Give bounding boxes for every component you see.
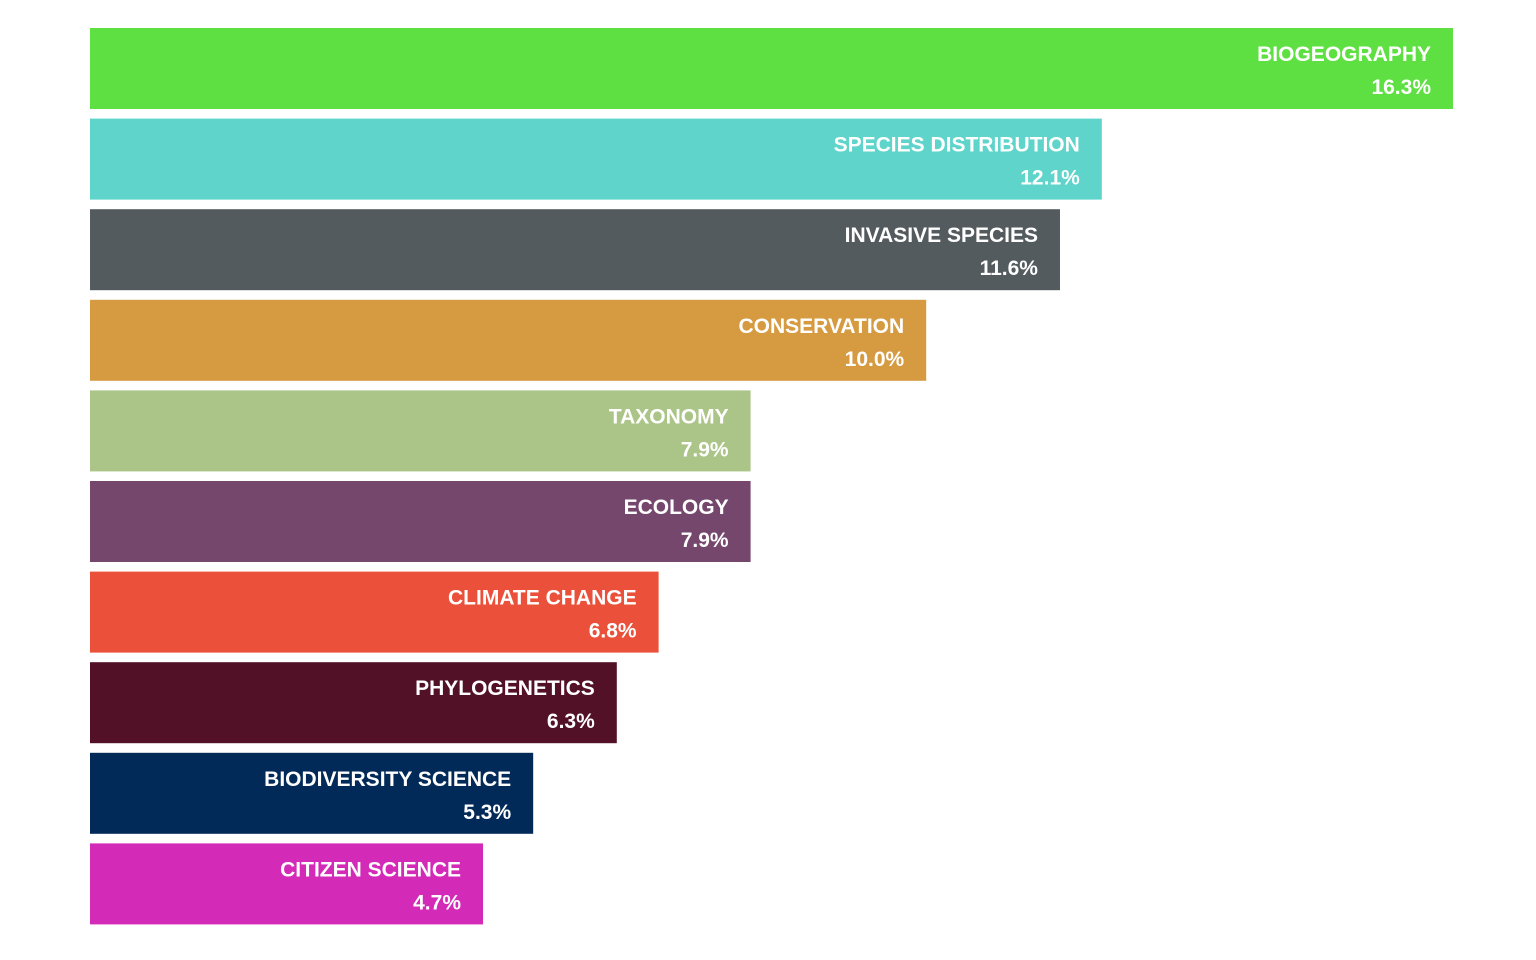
bar-category-label: CONSERVATION [739, 315, 905, 338]
bar-category-label: BIOGEOGRAPHY [1257, 43, 1431, 66]
bar-group-phylogenetics: PHYLOGENETICS 6.3% [90, 662, 617, 744]
bar-value-label: 6.3% [547, 710, 595, 733]
bar-category-label: INVASIVE SPECIES [845, 224, 1038, 247]
bar-species-distribution [90, 118, 1102, 200]
bar-category-label: BIODIVERSITY SCIENCE [264, 768, 511, 791]
bar-group-invasive-species: INVASIVE SPECIES 11.6% [90, 209, 1060, 291]
bar-phylogenetics [90, 662, 617, 744]
bar-value-label: 12.1% [1020, 167, 1080, 190]
bar-value-label: 5.3% [463, 801, 511, 824]
bar-value-label: 7.9% [681, 438, 729, 461]
bar-group-species-distribution: SPECIES DISTRIBUTION 12.1% [90, 118, 1102, 200]
bar-climate-change [90, 571, 659, 653]
bar-biogeography [90, 28, 1453, 109]
bar-category-label: ECOLOGY [624, 496, 729, 519]
bar-category-label: CLIMATE CHANGE [448, 587, 637, 610]
bar-value-label: 4.7% [413, 891, 461, 914]
bar-group-biogeography: BIOGEOGRAPHY 16.3% [90, 28, 1453, 109]
bar-citizen-science [90, 843, 484, 925]
bar-value-label: 10.0% [845, 348, 905, 371]
bar-group-citizen-science: CITIZEN SCIENCE 4.7% [90, 843, 484, 925]
bar-group-taxonomy: TAXONOMY 7.9% [90, 390, 751, 472]
bar-ecology [90, 481, 751, 562]
bar-category-label: CITIZEN SCIENCE [280, 858, 461, 881]
bar-group-ecology: ECOLOGY 7.9% [90, 481, 751, 562]
bar-group-conservation: CONSERVATION 10.0% [90, 299, 927, 381]
bar-category-label: SPECIES DISTRIBUTION [834, 134, 1080, 157]
bar-invasive-species [90, 209, 1060, 291]
bar-group-biodiversity-science: BIODIVERSITY SCIENCE 5.3% [90, 752, 534, 834]
bar-group-climate-change: CLIMATE CHANGE 6.8% [90, 571, 659, 653]
bar-value-label: 11.6% [980, 257, 1039, 280]
bar-value-label: 16.3% [1371, 76, 1431, 99]
bar-conservation [90, 299, 927, 381]
bar-value-label: 7.9% [681, 529, 729, 552]
bar-taxonomy [90, 390, 751, 472]
bar-category-label: TAXONOMY [609, 405, 729, 428]
bar-category-label: PHYLOGENETICS [415, 677, 595, 700]
bar-value-label: 6.8% [589, 620, 637, 643]
bar-biodiversity-science [90, 752, 534, 834]
